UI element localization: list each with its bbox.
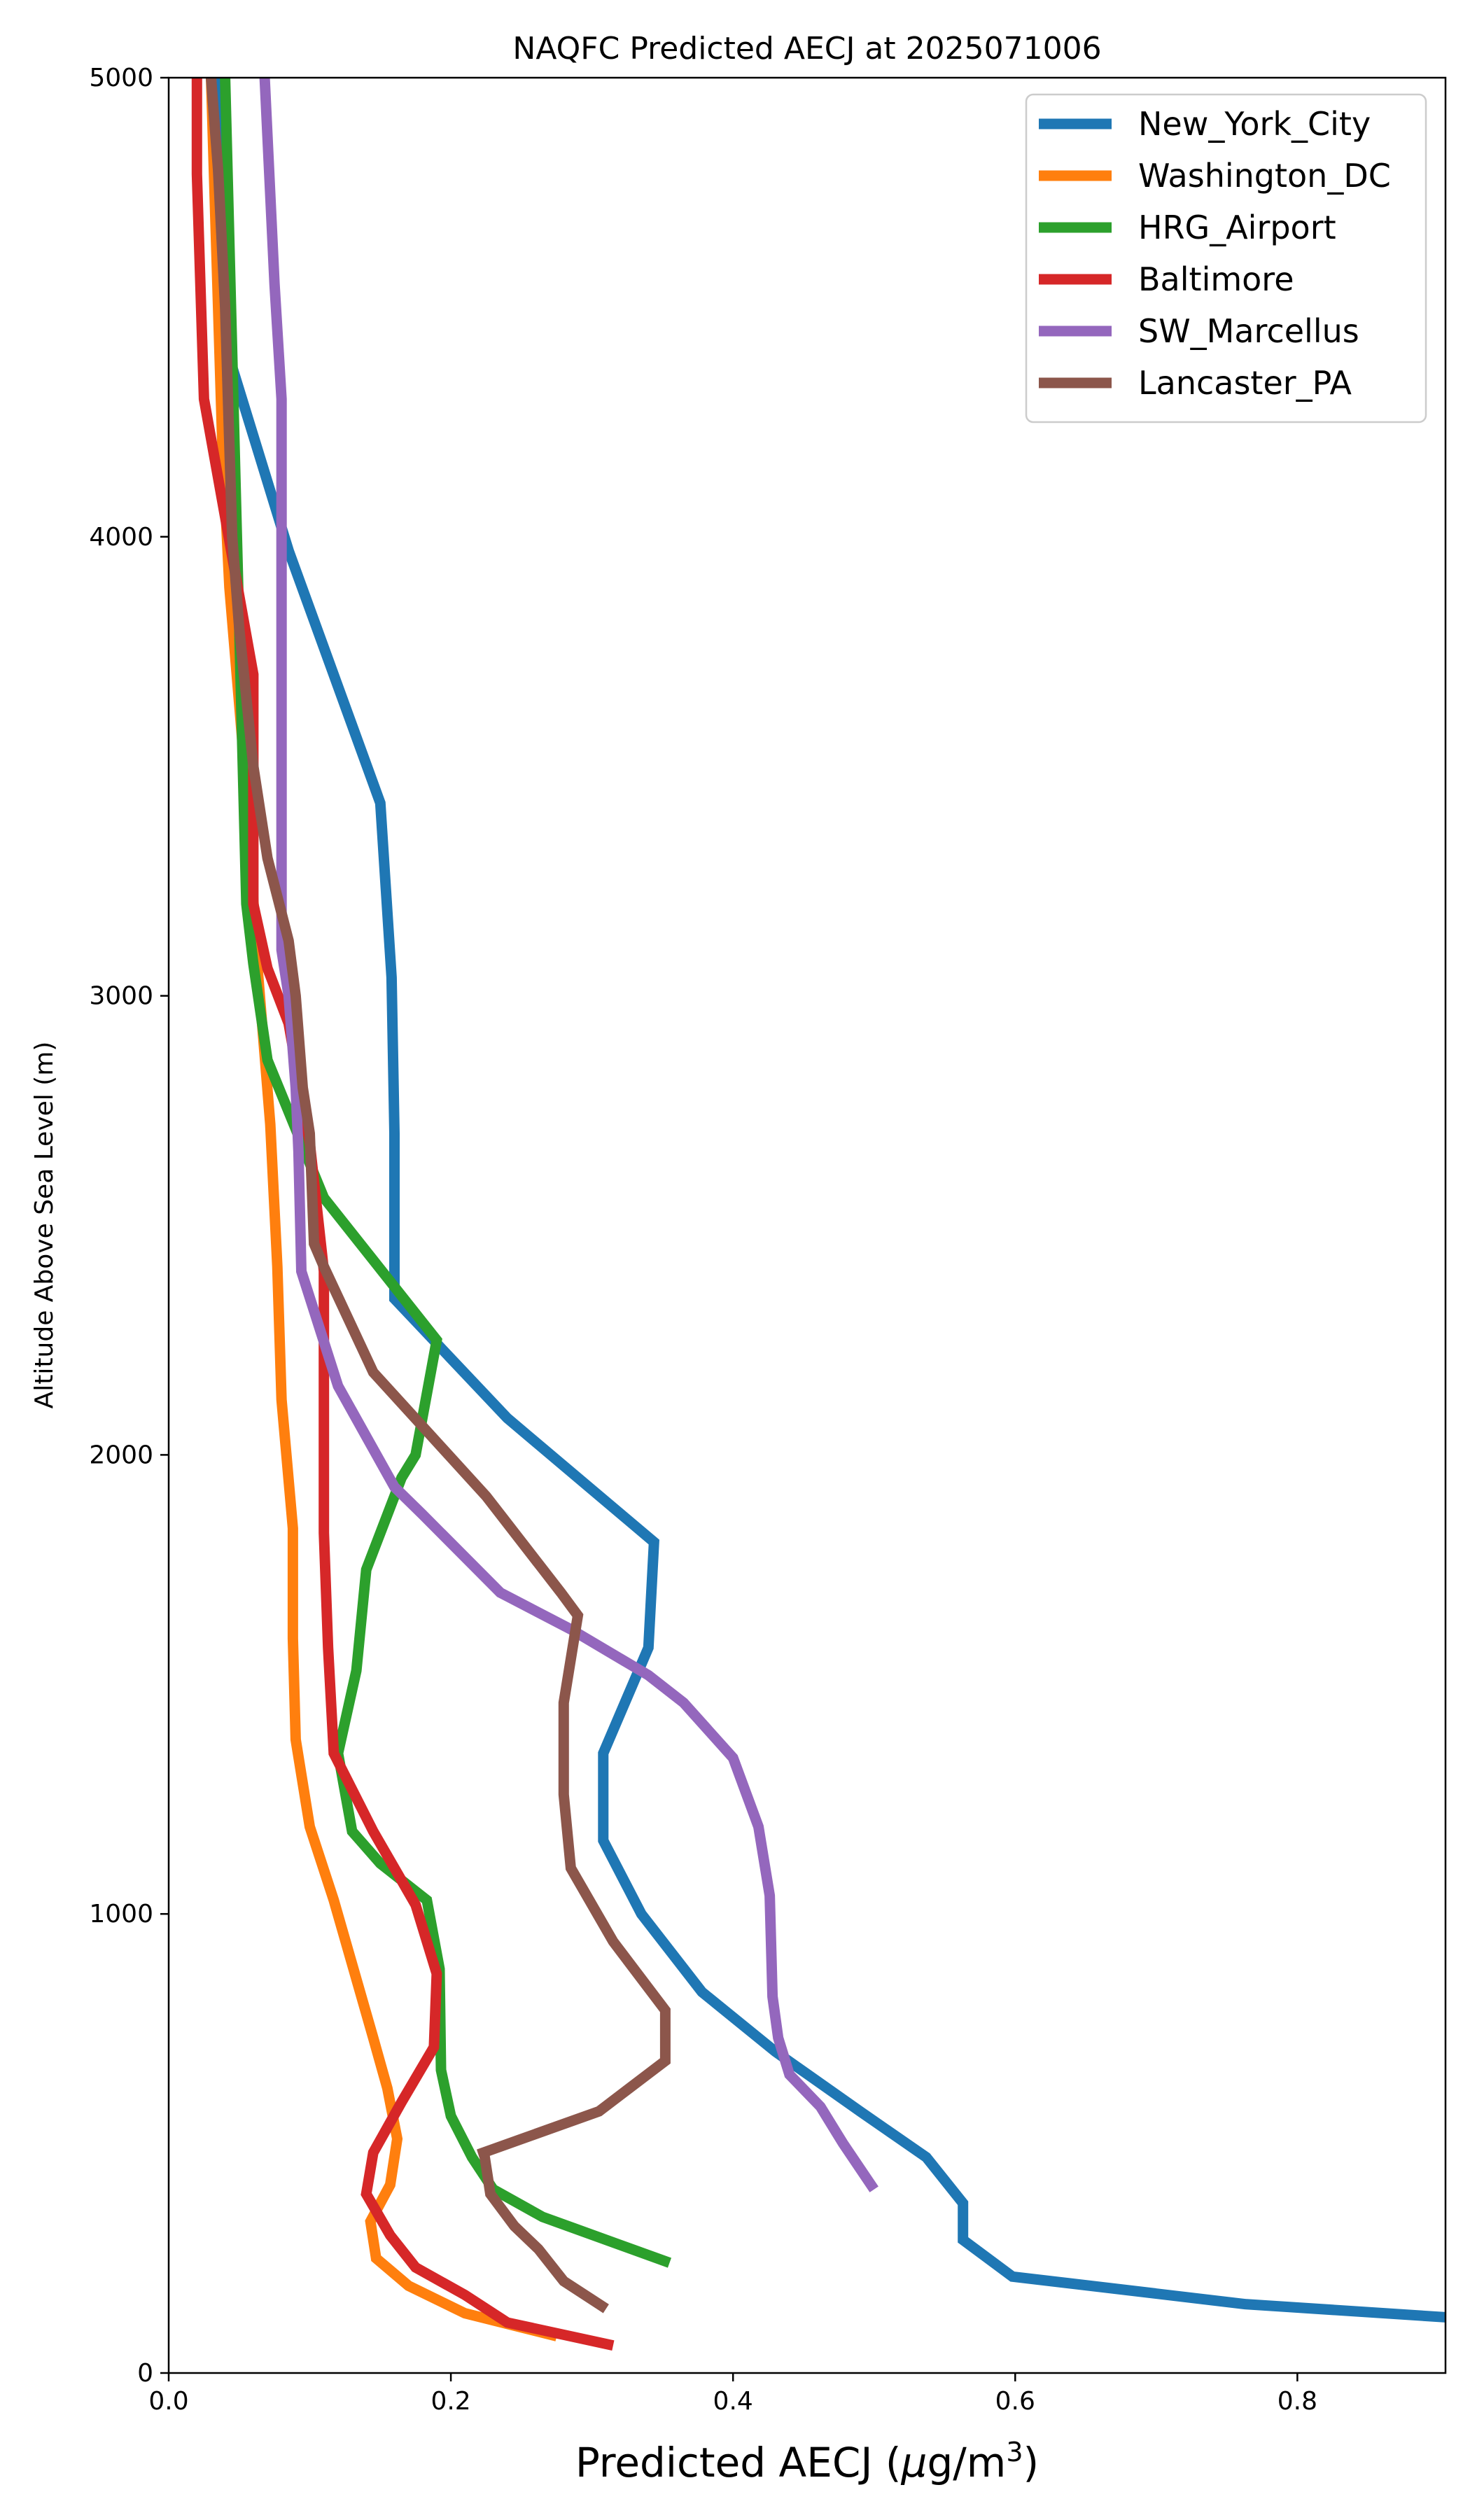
legend-label: Lancaster_PA: [1138, 364, 1352, 402]
y-tick-label: 5000: [89, 64, 153, 92]
y-tick-label: 3000: [89, 982, 153, 1011]
series-line-baltimore: [191, 78, 615, 2351]
series-line-washington-dc: [206, 78, 559, 2342]
series-line-sw-marcellus: [259, 78, 878, 2192]
legend: New_York_City Washington_DC HRG_Airport Bal…: [1025, 93, 1427, 424]
series-line-new-york-city: [213, 78, 1446, 2323]
axis-ticks: 0.0 0.2 0.4 0.6 0.8 0 1000 2000 3000 4000 5000: [89, 64, 1317, 2416]
x-tick-label: 0.6: [995, 2387, 1035, 2416]
x-tick-label: 0.0: [148, 2387, 188, 2416]
legend-frame: [1025, 93, 1427, 424]
x-axis-label: Predicted AECJ (μg/m3): [575, 2437, 1039, 2486]
x-tick-label: 0.2: [430, 2387, 470, 2416]
y-tick-label: 4000: [89, 523, 153, 552]
legend-label: Washington_DC: [1138, 157, 1391, 195]
series-line-lancaster-pa: [206, 78, 671, 2314]
y-tick-label: 1000: [89, 1900, 153, 1928]
legend-label: Baltimore: [1138, 260, 1294, 298]
chart-title: NAQFC Predicted AECJ at 2025071006: [512, 31, 1101, 66]
y-tick-label: 0: [137, 2359, 153, 2388]
y-axis-label: Altitude Above Sea Level (m): [30, 1042, 59, 1409]
x-tick-label: 0.8: [1278, 2387, 1317, 2416]
legend-label: New_York_City: [1138, 105, 1371, 143]
series-line-hrg-airport: [220, 78, 672, 2268]
legend-label: SW_Marcellus: [1138, 312, 1359, 350]
y-tick-label: 2000: [89, 1441, 153, 1469]
x-tick-label: 0.4: [713, 2387, 753, 2416]
plot-frame: [167, 76, 1447, 2374]
legend-label: HRG_Airport: [1138, 209, 1336, 246]
series-layer: [191, 78, 1446, 2351]
